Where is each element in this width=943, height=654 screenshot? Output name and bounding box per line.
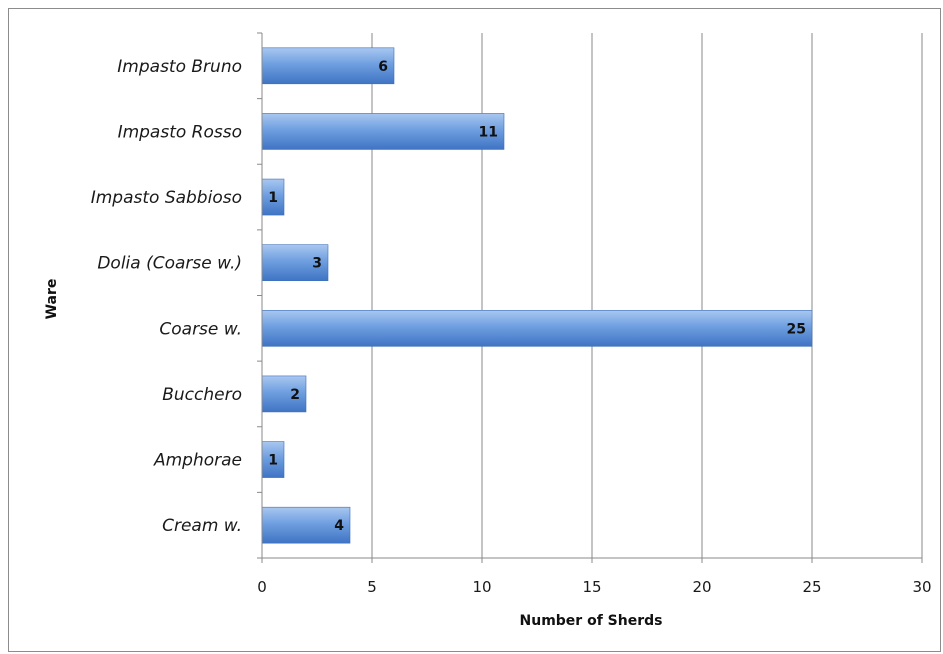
data-label: 11 [479, 124, 498, 140]
x-tick-label: 30 [912, 578, 931, 596]
x-tick-label: 10 [472, 578, 491, 596]
data-label: 1 [268, 453, 278, 469]
category-label: Impasto Bruno [117, 57, 242, 77]
category-label: Impasto Rosso [118, 122, 242, 142]
category-label: Coarse w. [159, 319, 242, 339]
bar [262, 113, 504, 149]
data-label: 2 [290, 387, 300, 403]
x-tick-label: 0 [257, 578, 267, 596]
category-label: Impasto Sabbioso [91, 188, 242, 208]
x-tick-label: 5 [367, 578, 377, 596]
category-label: Cream w. [162, 516, 242, 536]
data-label: 6 [378, 59, 388, 75]
axes [257, 33, 922, 563]
data-label: 1 [268, 190, 278, 206]
bar [262, 310, 812, 346]
x-tick-label: 15 [582, 578, 601, 596]
category-label: Amphorae [153, 451, 242, 471]
x-axis-title: Number of Sherds [520, 613, 663, 629]
x-tick-label: 20 [692, 578, 711, 596]
bars [262, 48, 812, 543]
data-label: 4 [334, 518, 344, 534]
y-axis-title: Ware [44, 279, 60, 320]
data-label: 25 [787, 321, 806, 337]
gridlines [372, 33, 922, 558]
x-tick-label: 25 [802, 578, 821, 596]
data-label: 3 [312, 256, 322, 272]
category-label: Bucchero [162, 385, 242, 405]
bar [262, 48, 394, 84]
category-label: Dolia (Coarse w.) [97, 254, 242, 274]
